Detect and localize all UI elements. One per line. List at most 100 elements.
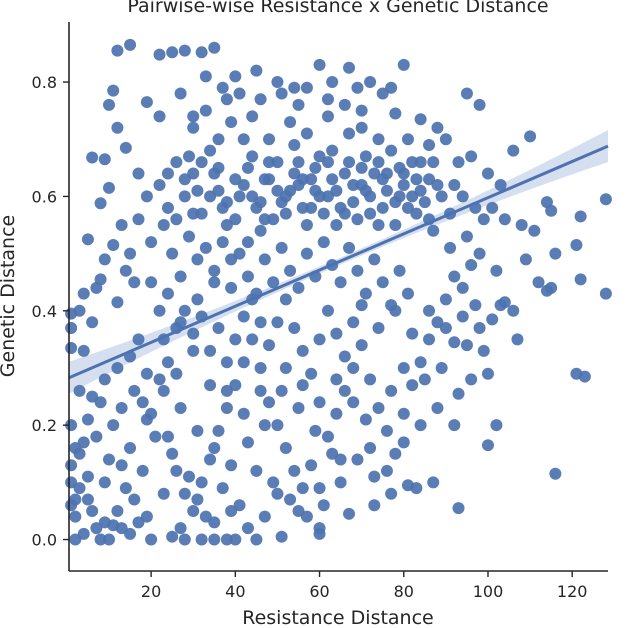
scatter-point: [313, 482, 326, 495]
scatter-point: [406, 327, 419, 340]
scatter-point: [414, 113, 427, 126]
scatter-point: [225, 504, 238, 517]
scatter-point: [183, 150, 196, 163]
scatter-point: [199, 104, 212, 117]
scatter-point: [241, 161, 254, 174]
scatter-point: [490, 419, 503, 432]
scatter-point: [490, 264, 503, 277]
scatter-point: [140, 413, 153, 426]
scatter-point: [313, 333, 326, 346]
scatter-point: [237, 133, 250, 146]
scatter-point: [166, 46, 179, 59]
scatter-point: [271, 487, 284, 500]
scatter-point: [347, 196, 360, 209]
scatter-point: [431, 402, 444, 415]
scatter-point: [481, 367, 494, 380]
scatter-point: [418, 196, 431, 209]
scatter-point: [220, 356, 233, 369]
scatter-point: [313, 190, 326, 203]
scatter-point: [77, 344, 90, 357]
scatter-point: [225, 116, 238, 129]
scatter-point: [77, 527, 90, 540]
scatter-point: [351, 213, 364, 226]
scatter-point: [65, 341, 78, 354]
scatter-point: [317, 499, 330, 512]
scatter-point: [149, 430, 162, 443]
scatter-point: [225, 459, 238, 472]
scatter-point: [439, 133, 452, 146]
scatter-point: [241, 522, 254, 535]
scatter-point: [124, 527, 137, 540]
scatter-point: [157, 384, 170, 397]
scatter-point: [406, 190, 419, 203]
scatter-point: [385, 487, 398, 500]
scatter-point: [368, 167, 381, 180]
scatter-point: [549, 247, 562, 260]
x-axis-ticks: 20 40 60 80 100 120: [141, 571, 587, 601]
scatter-point: [288, 167, 301, 180]
scatter-point: [317, 207, 330, 220]
scatter-point: [300, 81, 313, 94]
scatter-point: [111, 296, 124, 309]
scatter-point: [90, 430, 103, 443]
scatter-point: [427, 224, 440, 237]
scatter-point: [284, 493, 297, 506]
scatter-point: [355, 161, 368, 174]
scatter-point: [515, 219, 528, 232]
scatter-point: [170, 464, 183, 477]
scatter-point: [321, 430, 334, 443]
scatter-point: [195, 46, 208, 59]
scatter-point: [414, 184, 427, 197]
scatter-point: [431, 178, 444, 191]
scatter-point: [254, 316, 267, 329]
scatter-point: [334, 476, 347, 489]
scatter-point: [313, 396, 326, 409]
y-tick-label: 0.8: [32, 73, 57, 92]
scatter-point: [178, 190, 191, 203]
scatter-point: [204, 379, 217, 392]
scatter-point: [229, 213, 242, 226]
scatter-point: [204, 144, 217, 157]
scatter-point: [204, 344, 217, 357]
scatter-point: [153, 178, 166, 191]
scatter-point: [317, 236, 330, 249]
scatter-point: [275, 87, 288, 100]
scatter-point: [347, 361, 360, 374]
scatter-point: [397, 178, 410, 191]
y-axis-label: Genetic Distance: [0, 215, 19, 377]
scatter-point: [258, 510, 271, 523]
scatter-point: [486, 313, 499, 326]
scatter-point: [368, 470, 381, 483]
scatter-point: [300, 510, 313, 523]
scatter-point: [161, 356, 174, 369]
scatter-point: [305, 201, 318, 214]
scatter-point: [250, 464, 263, 477]
scatter-point: [494, 299, 507, 312]
scatter-point: [170, 156, 183, 169]
scatter-point: [334, 276, 347, 289]
scatter-point: [233, 87, 246, 100]
scatter-point: [389, 107, 402, 120]
scatter-point: [77, 287, 90, 300]
scatter-point: [372, 133, 385, 146]
scatter-point: [385, 384, 398, 397]
scatter-point: [494, 178, 507, 191]
scatter-point: [414, 419, 427, 432]
scatter-point: [279, 207, 292, 220]
scatter-point: [241, 436, 254, 449]
y-axis-ticks: 0.0 0.2 0.4 0.6 0.8: [32, 73, 69, 550]
scatter-point: [111, 361, 124, 374]
scatter-point: [469, 299, 482, 312]
scatter-point: [380, 464, 393, 477]
scatter-point: [275, 384, 288, 397]
scatter-point: [136, 464, 149, 477]
scatter-point: [115, 219, 128, 232]
scatter-point: [178, 533, 191, 546]
scatter-point: [351, 81, 364, 94]
scatter-point: [355, 299, 368, 312]
scatter-point: [532, 276, 545, 289]
scatter-point: [216, 236, 229, 249]
scatter-point: [372, 156, 385, 169]
scatter-point: [246, 333, 259, 346]
x-tick-label: 20: [141, 582, 161, 601]
